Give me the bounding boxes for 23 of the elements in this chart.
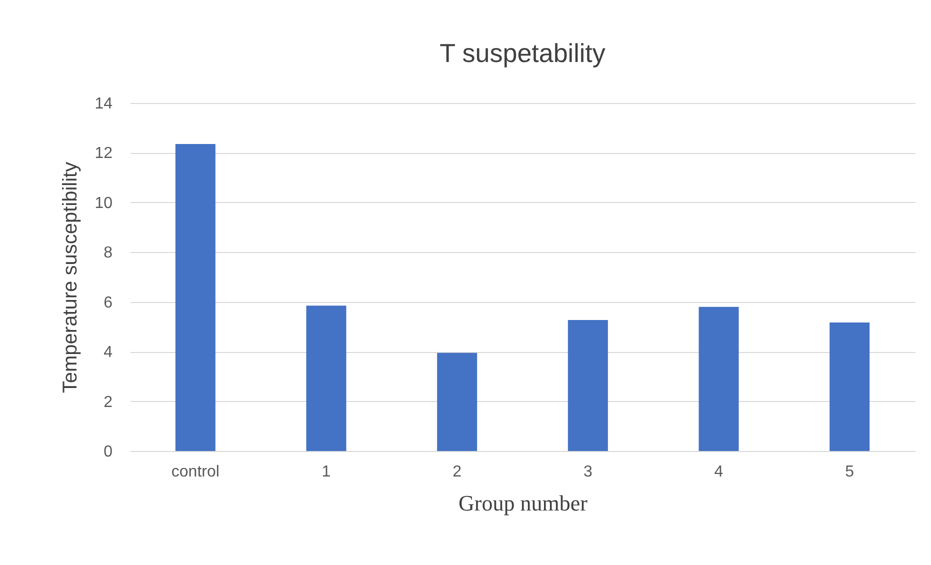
x-tick-label: 5 bbox=[845, 464, 854, 480]
x-tick-label: 4 bbox=[714, 464, 724, 480]
y-tick-label: 6 bbox=[104, 294, 113, 312]
y-tick-label: 4 bbox=[104, 344, 113, 362]
bar bbox=[568, 320, 608, 451]
bar bbox=[306, 306, 346, 451]
x-tick-label: control bbox=[171, 464, 220, 480]
y-tick-label: 14 bbox=[94, 96, 113, 112]
bar bbox=[175, 144, 216, 451]
x-tick-label: 2 bbox=[452, 464, 462, 480]
x-tick-label: 3 bbox=[583, 464, 592, 480]
bar bbox=[437, 352, 478, 451]
y-tick-label: 0 bbox=[104, 444, 113, 460]
chart-title: T suspetability bbox=[440, 38, 606, 68]
y-tick-label: 2 bbox=[104, 394, 113, 411]
x-axis-title: Group number bbox=[458, 490, 588, 516]
bar bbox=[698, 306, 739, 451]
bar bbox=[830, 322, 870, 451]
y-tick-label: 12 bbox=[94, 145, 113, 162]
x-tick-label: 1 bbox=[322, 464, 331, 480]
y-tick-label: 10 bbox=[94, 194, 113, 212]
y-tick-label: 8 bbox=[104, 244, 113, 262]
y-axis-title: Temperature susceptibility bbox=[60, 162, 82, 394]
